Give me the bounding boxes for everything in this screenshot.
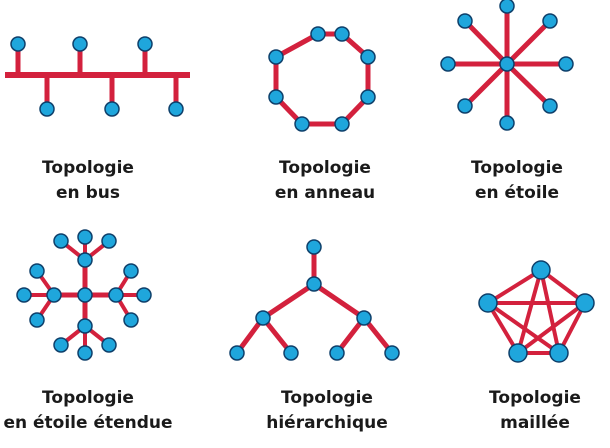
caption-bus: Topologie en bus — [0, 156, 183, 206]
node — [508, 343, 528, 363]
caption-star-line1: Topologie — [471, 158, 563, 178]
node — [108, 287, 124, 303]
caption-ring-line1: Topologie — [279, 158, 371, 178]
node — [542, 98, 558, 114]
mesh-link — [516, 301, 587, 355]
node — [310, 26, 326, 42]
caption-bus-line2: en bus — [56, 183, 120, 203]
caption-bus-line1: Topologie — [42, 158, 134, 178]
node — [283, 345, 299, 361]
node — [101, 233, 117, 249]
node — [53, 233, 69, 249]
mesh-link — [539, 269, 561, 354]
node — [39, 101, 55, 117]
node — [72, 36, 88, 52]
star-spoke — [463, 19, 509, 66]
node — [268, 89, 284, 105]
bus-topology-diagram — [5, 36, 190, 117]
node — [10, 36, 26, 52]
mesh-topology-diagram — [478, 260, 595, 363]
node — [168, 101, 184, 117]
node — [360, 49, 376, 65]
node — [46, 287, 62, 303]
caption-extended-star: Topologie en étoile étendue — [0, 386, 183, 436]
node — [77, 287, 93, 303]
node — [360, 89, 376, 105]
caption-mesh-line1: Topologie — [489, 388, 581, 408]
node — [29, 312, 45, 328]
node — [306, 276, 322, 292]
node — [334, 26, 350, 42]
node — [123, 263, 139, 279]
node — [29, 263, 45, 279]
node — [16, 287, 32, 303]
caption-mesh: Topologie maillée — [440, 386, 610, 436]
node — [499, 56, 515, 72]
tree-link — [312, 281, 366, 321]
node — [499, 0, 515, 14]
node — [77, 252, 93, 268]
star-spoke — [505, 62, 552, 108]
caption-extended-star-line2: en étoile étendue — [3, 413, 173, 433]
node — [101, 337, 117, 353]
caption-hierarchical: Topologie hiérarchique — [232, 386, 422, 436]
caption-hierarchical-line1: Topologie — [281, 388, 373, 408]
node — [306, 239, 322, 255]
node — [268, 49, 284, 65]
node — [123, 312, 139, 328]
node — [77, 229, 93, 245]
star-spoke — [505, 19, 552, 66]
ring-topology-diagram — [268, 26, 376, 132]
node — [356, 310, 372, 326]
hierarchical-topology-diagram — [229, 239, 400, 361]
ring-link — [274, 31, 320, 60]
caption-ring-line2: en anneau — [274, 183, 376, 203]
star-spoke — [463, 62, 509, 108]
node — [499, 115, 515, 131]
node — [294, 116, 310, 132]
node — [334, 116, 350, 132]
star-topology-diagram — [440, 0, 574, 131]
node — [384, 345, 400, 361]
node — [137, 36, 153, 52]
mesh-link — [486, 268, 543, 305]
node — [549, 343, 569, 363]
node — [558, 56, 574, 72]
node — [53, 337, 69, 353]
node — [531, 260, 551, 280]
caption-star-line2: en étoile — [474, 183, 560, 203]
tree-link — [261, 281, 316, 321]
mesh-link — [516, 269, 543, 354]
node — [77, 345, 93, 361]
caption-hierarchical-line2: hiérarchique — [266, 413, 388, 433]
node — [575, 293, 595, 313]
caption-star: Topologie en étoile — [422, 156, 610, 206]
node — [457, 98, 473, 114]
node — [255, 310, 271, 326]
node — [457, 13, 473, 29]
extended-star-topology-diagram — [16, 229, 152, 361]
node — [136, 287, 152, 303]
node — [104, 101, 120, 117]
node — [329, 345, 345, 361]
caption-extended-star-line1: Topologie — [42, 388, 134, 408]
node — [440, 56, 456, 72]
caption-ring: Topologie en anneau — [230, 156, 420, 206]
mesh-link — [486, 301, 561, 355]
node — [229, 345, 245, 361]
node — [77, 318, 93, 334]
node — [542, 13, 558, 29]
node — [478, 293, 498, 313]
caption-mesh-line2: maillée — [500, 413, 570, 433]
